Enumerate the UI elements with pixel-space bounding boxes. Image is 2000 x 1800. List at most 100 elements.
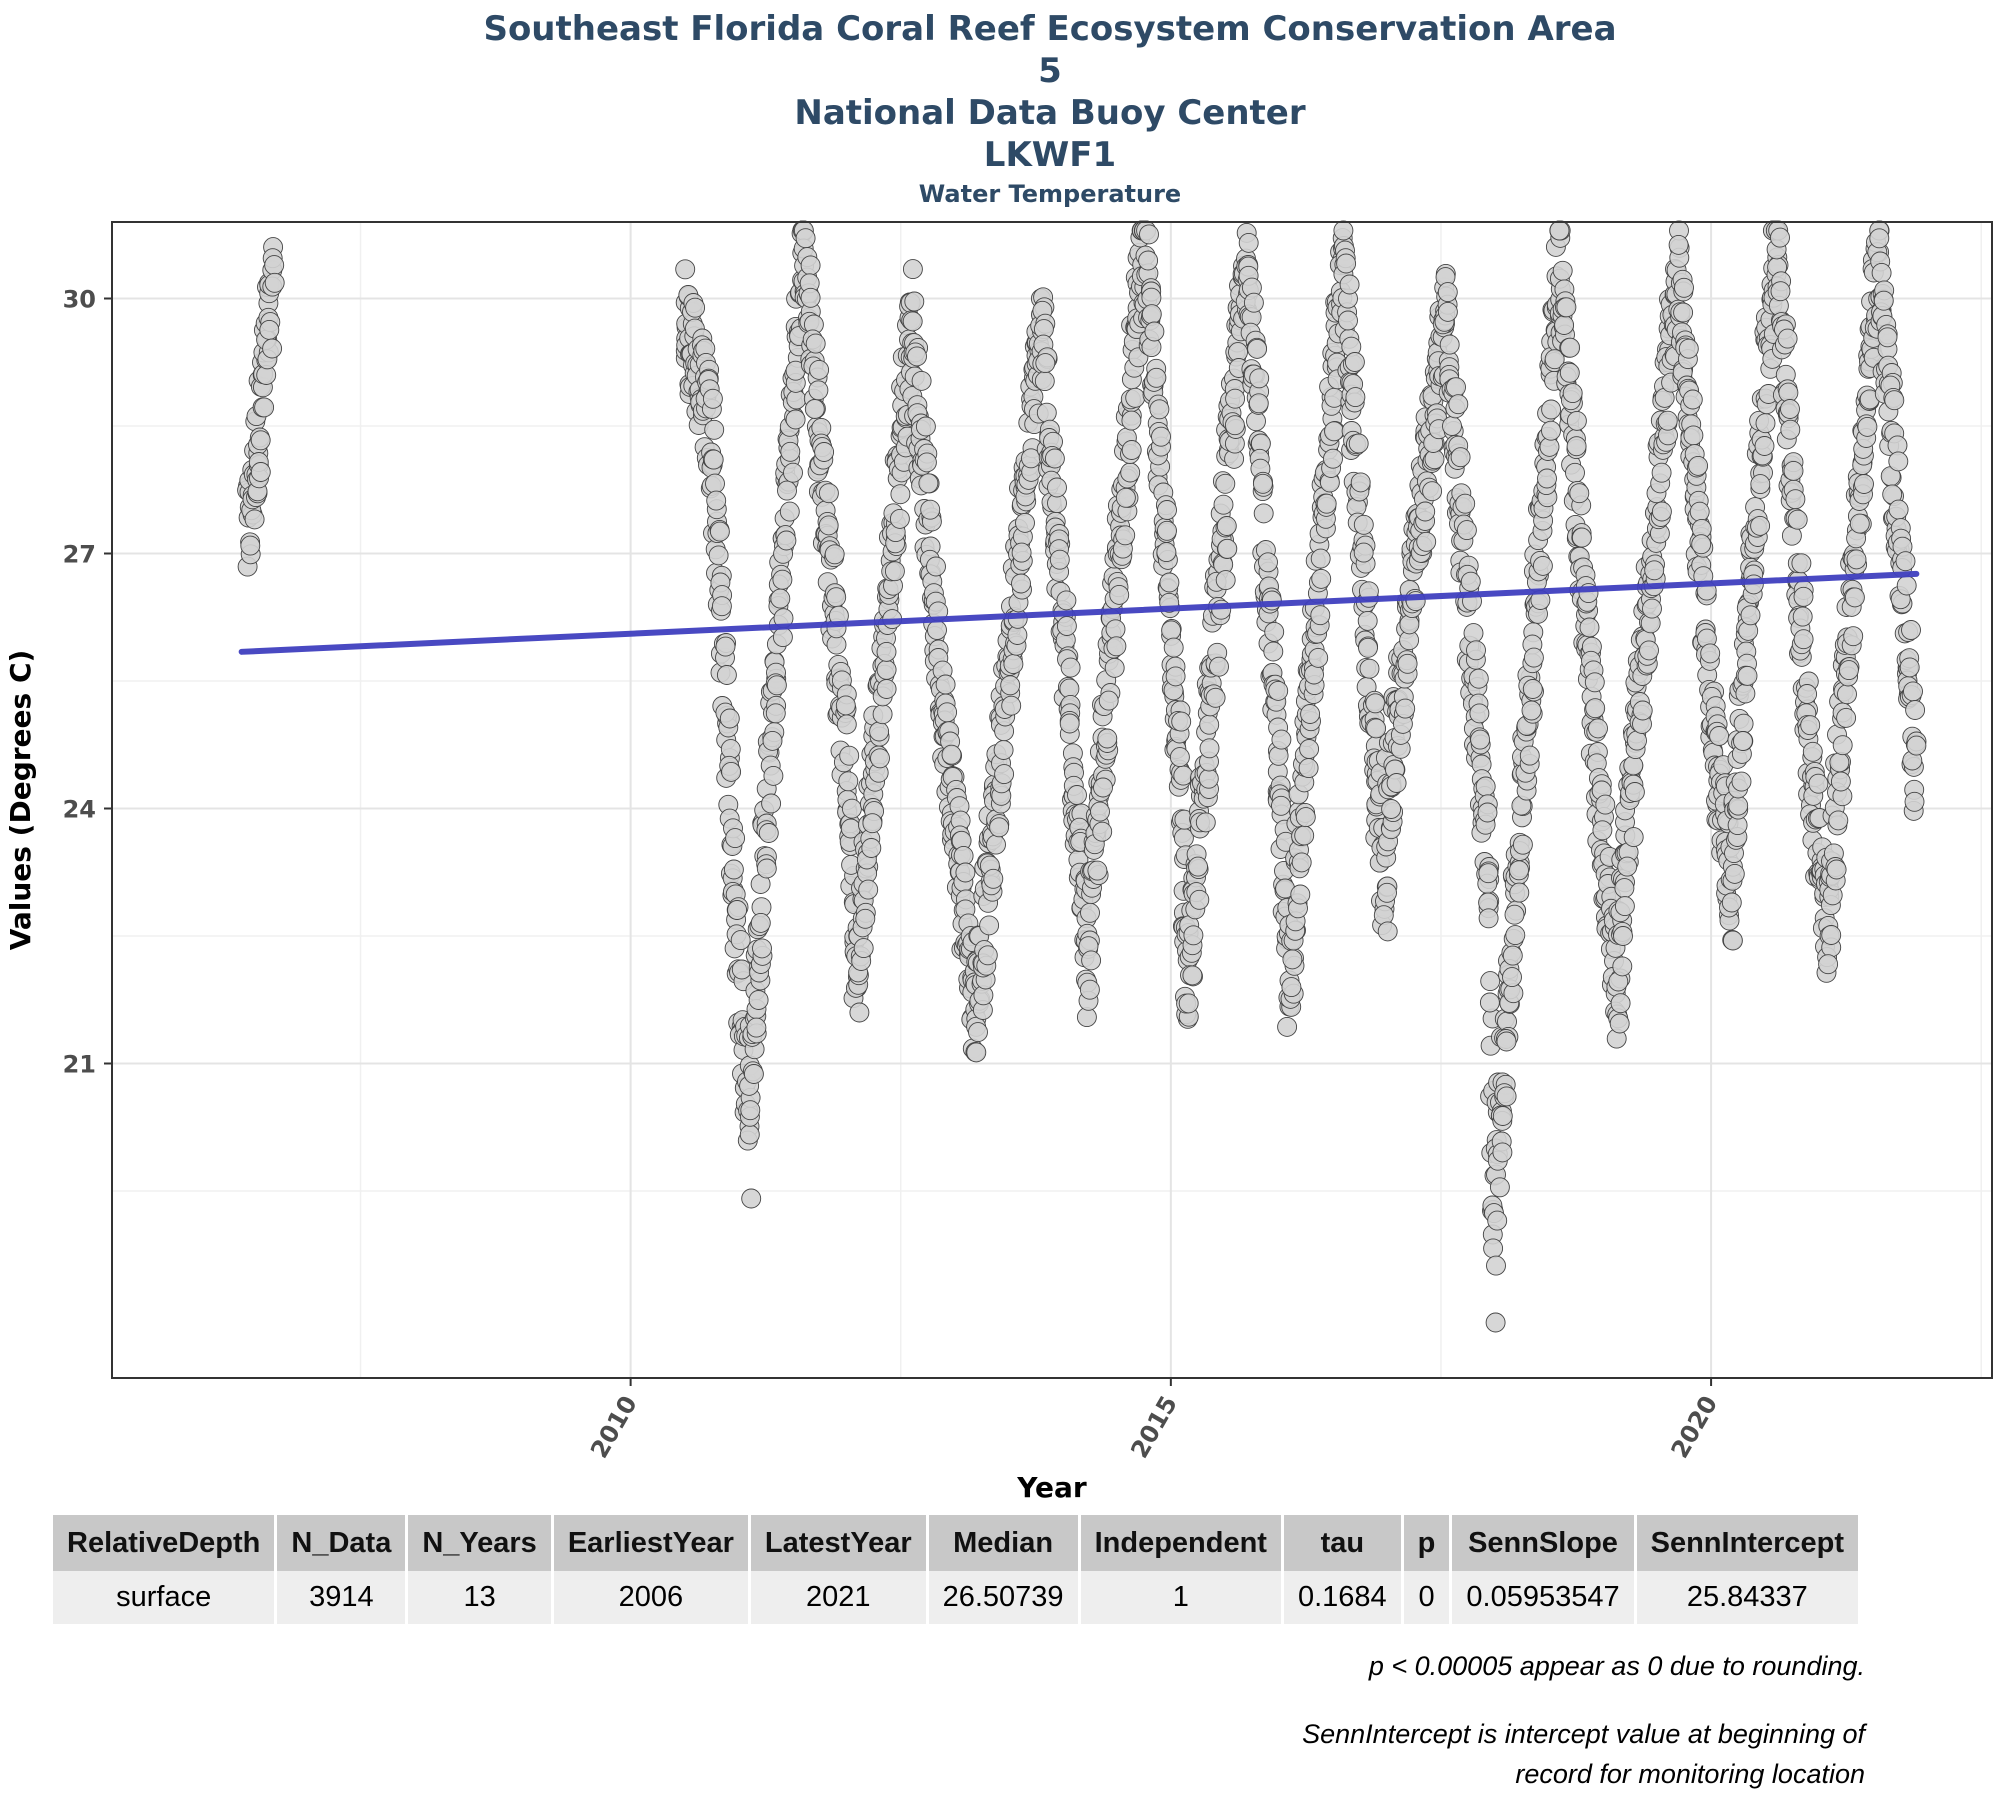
data-point <box>264 272 285 293</box>
data-point <box>876 679 897 699</box>
data-point <box>1271 729 1292 750</box>
chart-title-line3: National Data Buoy Center <box>794 93 1306 133</box>
data-point <box>1492 1106 1513 1126</box>
data-point <box>805 333 826 354</box>
chart-title-line2: 5 <box>1038 51 1062 91</box>
data-point <box>783 462 803 483</box>
table-cell: 2006 <box>553 1571 748 1624</box>
data-point <box>1792 606 1813 627</box>
data-point <box>884 561 905 582</box>
data-point <box>1522 679 1543 699</box>
data-point <box>1268 745 1289 766</box>
data-point <box>1544 349 1565 370</box>
data-point <box>1311 568 1332 589</box>
data-point <box>1035 353 1056 374</box>
data-point <box>1271 795 1291 816</box>
data-point <box>1104 657 1125 678</box>
data-point <box>1304 664 1324 685</box>
data-point <box>1310 605 1331 626</box>
data-point <box>1324 421 1344 442</box>
data-point <box>1873 290 1894 311</box>
data-point <box>1846 549 1867 570</box>
data-point <box>968 1022 988 1043</box>
column-header: SennSlope <box>1452 1515 1634 1571</box>
data-point <box>1487 1210 1508 1231</box>
data-point <box>1521 700 1542 721</box>
data-point <box>1836 707 1857 728</box>
data-point <box>1056 590 1077 611</box>
trend-line <box>238 570 1920 655</box>
data-point <box>1034 371 1055 392</box>
data-point <box>1821 925 1842 945</box>
data-point <box>705 473 725 494</box>
data-point <box>795 228 816 249</box>
data-point <box>1642 598 1662 619</box>
data-point <box>993 740 1014 760</box>
data-point <box>1623 827 1644 848</box>
data-point <box>240 535 261 556</box>
data-point <box>727 900 748 920</box>
data-point <box>1439 334 1460 355</box>
data-point <box>853 938 874 959</box>
data-point <box>1258 552 1278 573</box>
data-point <box>1489 1177 1510 1198</box>
data-point <box>1644 560 1665 581</box>
data-point <box>1802 741 1823 762</box>
data-point <box>1486 1255 1506 1276</box>
data-point <box>719 708 740 729</box>
data-point <box>1509 860 1529 881</box>
data-point <box>1844 587 1865 608</box>
data-point <box>902 259 923 280</box>
data-point <box>1808 773 1829 794</box>
data-point <box>752 938 772 959</box>
data-point <box>1837 684 1857 705</box>
data-point <box>1056 616 1077 636</box>
data-point <box>1209 656 1229 677</box>
data-point <box>1121 440 1142 460</box>
data-point <box>1585 698 1606 719</box>
data-point <box>927 620 947 640</box>
data-point <box>1688 455 1709 476</box>
data-point <box>1541 399 1562 420</box>
data-point <box>685 297 706 318</box>
data-point <box>675 259 696 280</box>
data-point <box>743 1064 764 1084</box>
data-point <box>1468 668 1489 689</box>
table-cell: 26.50739 <box>928 1571 1078 1624</box>
data-point <box>1479 992 1500 1013</box>
data-point <box>704 419 725 440</box>
table-header-row: RelativeDepth N_Data N_Years EarliestYea… <box>53 1515 1858 1571</box>
data-point <box>1224 415 1245 436</box>
chart-title-block: Southeast Florida Coral Reef Ecosystem C… <box>0 8 2000 212</box>
data-point <box>1338 310 1358 331</box>
data-point <box>1386 773 1407 793</box>
data-point <box>1249 368 1270 389</box>
data-point <box>1109 584 1130 605</box>
data-point <box>1905 700 1926 720</box>
data-point <box>1639 640 1659 661</box>
data-point <box>1248 393 1269 414</box>
data-point <box>955 862 976 883</box>
data-point <box>1156 542 1177 563</box>
data-point <box>876 641 897 662</box>
data-point <box>1569 483 1590 504</box>
data-point <box>777 480 797 501</box>
column-header: p <box>1403 1515 1450 1571</box>
table-cell: 0.1684 <box>1283 1571 1401 1624</box>
table-cell: 0.05953547 <box>1452 1571 1634 1624</box>
data-point <box>1877 327 1898 348</box>
data-point <box>876 659 897 680</box>
data-point <box>1264 621 1285 642</box>
trend-line-layer <box>238 570 1920 655</box>
data-point <box>1138 250 1159 271</box>
x-tick-label: 2015 <box>1125 1391 1183 1463</box>
column-header: SennIntercept <box>1636 1515 1858 1571</box>
data-point <box>1415 501 1436 522</box>
data-point <box>1157 520 1177 541</box>
data-point <box>731 959 752 980</box>
data-point <box>1144 321 1165 342</box>
chart-title-line1: Southeast Florida Coral Reef Ecosystem C… <box>483 9 1617 49</box>
data-point <box>1446 377 1466 398</box>
data-point <box>809 359 830 380</box>
y-tick-label: 24 <box>63 796 96 824</box>
